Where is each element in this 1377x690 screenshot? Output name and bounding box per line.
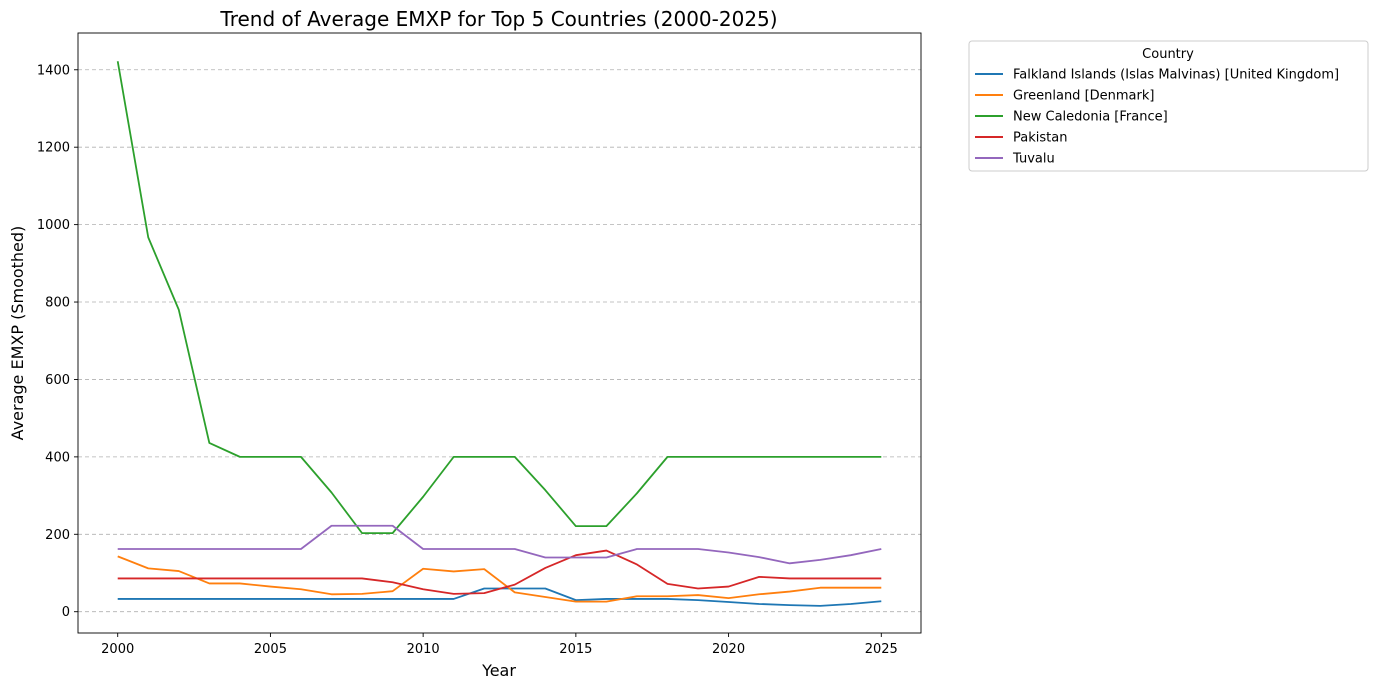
- series-line-4: [117, 549, 882, 595]
- y-tick-label: 0: [62, 605, 70, 620]
- x-axis-ticks: 2000 2005 2010 2015 2020 2025: [101, 633, 898, 657]
- x-tick-label: 2025: [865, 642, 898, 657]
- y-tick-label: 1000: [37, 218, 70, 233]
- y-tick-label: 800: [45, 296, 70, 311]
- y-tick-label: 1200: [37, 141, 70, 156]
- legend-label: New Caledonia [France]: [1013, 110, 1168, 125]
- y-tick-label: 400: [45, 450, 70, 465]
- legend-entries: Falkland Islands (Islas Malvinas) [Unite…: [975, 68, 1339, 167]
- legend-label: Pakistan: [1013, 131, 1067, 146]
- y-tick-label: 200: [45, 528, 70, 543]
- legend: Country Falkland Islands (Islas Malvinas…: [968, 40, 1369, 172]
- x-tick-label: 2015: [559, 642, 592, 657]
- legend-label: Tuvalu: [1012, 152, 1055, 167]
- legend-frame: [968, 40, 1369, 172]
- chart-title: Trend of Average EMXP for Top 5 Countrie…: [219, 7, 777, 31]
- x-tick-label: 2000: [101, 642, 134, 657]
- legend-title: Country: [1142, 47, 1194, 62]
- y-tick-label: 1400: [37, 63, 70, 78]
- x-axis-title: Year: [481, 661, 516, 680]
- y-axis-ticks: 0 200 400 600 800 1000 1200 1400: [37, 63, 78, 620]
- series-lines: [116, 61, 882, 607]
- y-tick-label: 600: [45, 373, 70, 388]
- x-tick-label: 2020: [712, 642, 745, 657]
- legend-label: Greenland [Denmark]: [1013, 89, 1154, 104]
- y-axis-title: Average EMXP (Smoothed): [8, 226, 27, 441]
- series-line-1: [117, 587, 882, 607]
- series-line-2: [117, 555, 882, 603]
- series-line-3: [116, 61, 882, 535]
- plot-area-frame: [77, 32, 922, 634]
- x-tick-label: 2010: [407, 642, 440, 657]
- series-line-5: [117, 524, 882, 565]
- legend-label: Falkland Islands (Islas Malvinas) [Unite…: [1013, 68, 1339, 83]
- grid-lines: [78, 69, 921, 613]
- x-tick-label: 2005: [254, 642, 287, 657]
